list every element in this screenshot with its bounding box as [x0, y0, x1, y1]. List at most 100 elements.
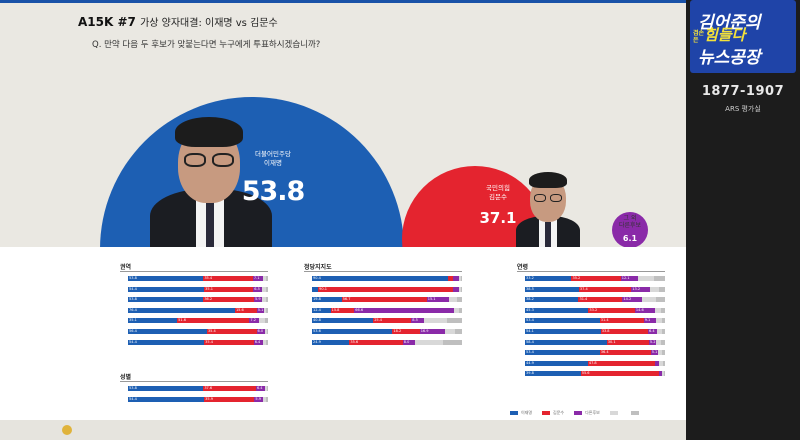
- bar-segment: 54.4: [128, 286, 205, 292]
- bar-segment: [265, 396, 268, 402]
- ars-label: ARS 평가실: [725, 105, 761, 113]
- bubble-other: [612, 212, 648, 248]
- party-kim: 국민의힘: [486, 184, 510, 192]
- bar-segment: 14.6: [634, 307, 656, 313]
- section-title: 권역: [120, 264, 132, 271]
- bar-segment: [459, 276, 461, 281]
- bar-segment: [662, 350, 665, 356]
- slide-code: A15K #7: [78, 15, 136, 29]
- bar-segment: [264, 318, 268, 324]
- value-other: 6.1: [622, 234, 638, 243]
- crosstab-bar: 54.4 35.4 6.4: [128, 339, 268, 345]
- bar-segment: 33.2: [525, 276, 572, 281]
- bar-segment: [424, 318, 447, 324]
- candidate-photo-kim: [510, 170, 586, 248]
- bar-segment: [265, 286, 268, 292]
- bar-segment: 30.1: [606, 339, 649, 345]
- bar-segment: [264, 386, 267, 391]
- crosstab-bar: 35.1 51.6 7.2: [128, 318, 268, 324]
- slide-footer: [0, 420, 686, 440]
- bar-segment: [262, 286, 266, 292]
- bar-segment: [654, 276, 665, 281]
- survey-question: Q. 만약 다음 두 후보가 맞붙는다면 누구에게 투표하시겠습니까?: [92, 40, 321, 50]
- bar-segment: [658, 371, 663, 377]
- bar-segment: 9.1: [643, 318, 657, 324]
- bar-segment: 15.8: [330, 307, 355, 313]
- bar-segment: [655, 307, 662, 313]
- bar-segment: 37.4: [578, 286, 632, 292]
- bar-segment: [266, 329, 268, 334]
- bar-segment: 5.1: [650, 350, 658, 356]
- bar-segment: [312, 286, 319, 292]
- bar-segment: [445, 329, 456, 334]
- value-kim: 37.1: [479, 209, 517, 227]
- bar-segment: 35.1: [128, 318, 178, 324]
- bar-segment: [661, 339, 665, 345]
- bar-segment: 12.1: [620, 276, 638, 281]
- section-rule: [120, 381, 268, 382]
- crosstab-bar: 44.9 47.8: [525, 360, 665, 366]
- section-rule: [517, 271, 665, 272]
- bar-segment: 45.3: [525, 307, 589, 313]
- bar-segment: 14.2: [622, 297, 643, 303]
- bar-segment: [656, 339, 662, 345]
- bar-segment: 31.4: [578, 297, 623, 303]
- bar-segment: [658, 286, 665, 292]
- crosstab-bar: 90.1: [312, 286, 462, 292]
- party-other: 그 외: [623, 215, 637, 222]
- bar-segment: 35.4: [203, 276, 253, 281]
- bar-segment: 53.8: [128, 276, 204, 281]
- bar-segment: 51.6: [177, 318, 250, 324]
- bar-segment: 44.9: [525, 360, 588, 366]
- bar-segment: 35.9: [204, 396, 255, 402]
- bar-segment: 15.1: [426, 297, 450, 303]
- bar-segment: [657, 350, 663, 356]
- name-kim: 김문수: [489, 193, 507, 201]
- section-rule: [304, 271, 462, 272]
- section-title: 연령: [517, 264, 529, 271]
- slide-title: A15K #7 가상 양자대결: 이재명 vs 김문수: [78, 14, 278, 29]
- bar-segment: 53.6: [312, 329, 393, 334]
- bar-segment: [460, 286, 462, 292]
- bar-segment: 16.9: [419, 329, 446, 334]
- bar-segment: [263, 307, 267, 313]
- bar-segment: 8.0: [402, 339, 415, 345]
- bar-segment: 7.1: [252, 276, 263, 281]
- crosstab-bar: 12.4 15.8 66.6: [312, 307, 462, 313]
- value-lee: 53.8: [241, 176, 306, 207]
- bar-segment: 5.9: [253, 297, 263, 303]
- legend-kim: 김문수: [542, 410, 564, 416]
- bar-segment: [458, 307, 462, 313]
- bar-segment: 35.4: [204, 339, 254, 345]
- bar-segment: 53.4: [525, 350, 600, 356]
- bar-segment: 54.1: [525, 329, 601, 334]
- bar-segment: 76.4: [128, 307, 235, 313]
- section-title: 성별: [120, 374, 132, 381]
- crosstab-bar: 53.4 31.4 9.1: [525, 318, 665, 324]
- bar-segment: 53.8: [128, 386, 204, 391]
- bar-segment: [661, 329, 665, 334]
- section-rule: [120, 271, 268, 272]
- crosstab-bar: 45.3 33.2 14.6: [525, 307, 665, 313]
- crosstab-bar: 40.8 25.4 8.5: [312, 318, 462, 324]
- bar-segment: 38.2: [525, 297, 579, 303]
- legend-dk: [630, 410, 642, 416]
- bar-segment: 36.2: [203, 297, 254, 303]
- crosstab-bar: 53.8 36.2 5.9: [128, 297, 268, 303]
- bar-segment: 53.8: [128, 297, 204, 303]
- bar-segment: [659, 360, 663, 366]
- bar-segment: 7.2: [249, 318, 260, 324]
- bar-segment: 8.5: [411, 318, 425, 324]
- bar-segment: [262, 396, 266, 402]
- bar-segment: [456, 297, 462, 303]
- bar-segment: [266, 386, 268, 391]
- bar-segment: [661, 307, 665, 313]
- bar-segment: [663, 371, 665, 377]
- bar-segment: 6.4: [255, 386, 265, 391]
- bar-segment: [656, 318, 662, 324]
- bar-segment: [655, 297, 665, 303]
- bar-segment: 55.6: [580, 371, 659, 377]
- label-lee: 더불어민주당 이재명 53.8: [238, 150, 308, 207]
- crosstab-bar: 24.9 35.6 8.0: [312, 339, 462, 345]
- crosstab-bar: 54.4 35.1 6.5: [128, 286, 268, 292]
